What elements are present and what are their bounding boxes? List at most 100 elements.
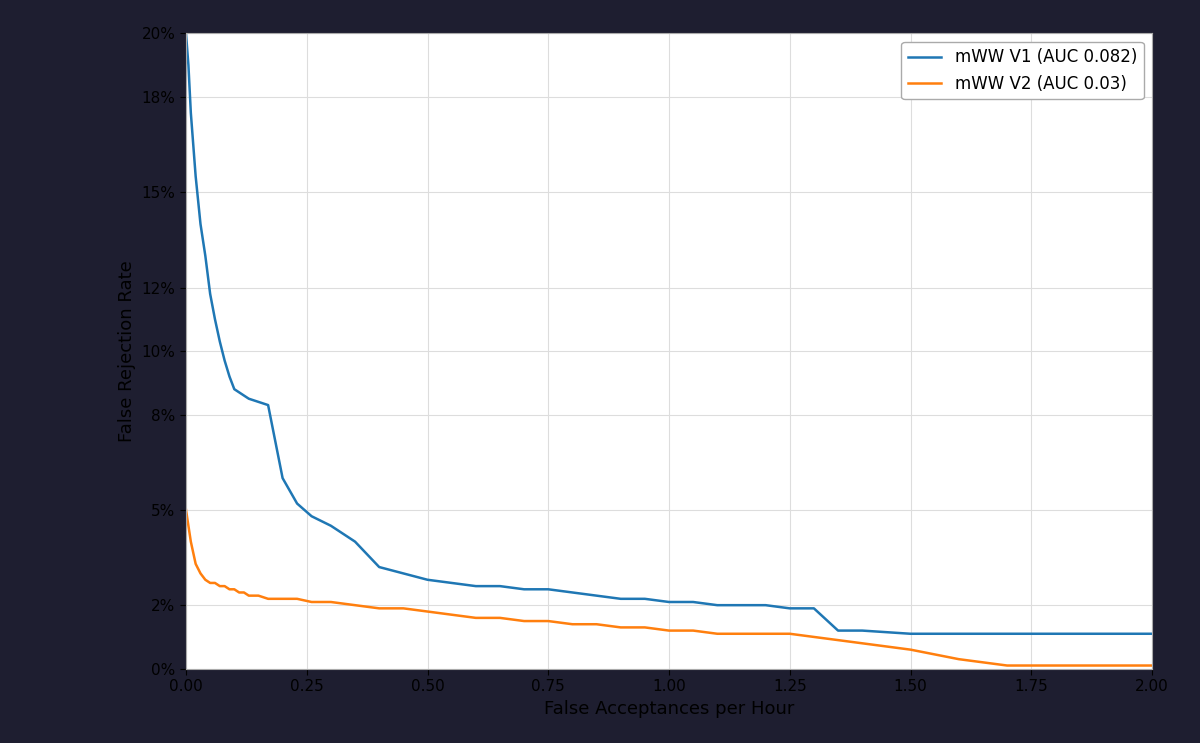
mWW V1 (AUC 0.082) <box>232 388 246 397</box>
mWW V2 (AUC 0.03) <box>184 537 198 546</box>
X-axis label: False Acceptances per Hour: False Acceptances per Hour <box>544 700 794 718</box>
mWW V1 (AUC 0.082) <box>236 391 251 400</box>
mWW V1 (AUC 0.082) <box>181 61 196 70</box>
mWW V1 (AUC 0.082) <box>1145 629 1159 638</box>
mWW V2 (AUC 0.03) <box>222 585 236 594</box>
mWW V2 (AUC 0.03) <box>179 505 193 514</box>
mWW V2 (AUC 0.03) <box>952 655 966 663</box>
mWW V1 (AUC 0.082) <box>493 582 508 591</box>
mWW V2 (AUC 0.03) <box>420 607 434 616</box>
mWW V2 (AUC 0.03) <box>396 604 410 613</box>
mWW V2 (AUC 0.03) <box>241 591 256 600</box>
mWW V1 (AUC 0.082) <box>198 251 212 260</box>
mWW V2 (AUC 0.03) <box>806 632 821 641</box>
mWW V1 (AUC 0.082) <box>179 29 193 38</box>
Line: mWW V2 (AUC 0.03): mWW V2 (AUC 0.03) <box>186 510 1152 666</box>
mWW V1 (AUC 0.082) <box>468 582 482 591</box>
mWW V2 (AUC 0.03) <box>203 579 217 588</box>
mWW V1 (AUC 0.082) <box>1049 629 1063 638</box>
mWW V1 (AUC 0.082) <box>348 537 362 546</box>
mWW V1 (AUC 0.082) <box>565 588 580 597</box>
mWW V2 (AUC 0.03) <box>348 600 362 609</box>
mWW V1 (AUC 0.082) <box>227 385 241 394</box>
mWW V2 (AUC 0.03) <box>227 585 241 594</box>
Line: mWW V1 (AUC 0.082): mWW V1 (AUC 0.082) <box>186 33 1152 634</box>
mWW V1 (AUC 0.082) <box>734 600 749 609</box>
mWW V1 (AUC 0.082) <box>222 372 236 381</box>
mWW V2 (AUC 0.03) <box>565 620 580 629</box>
mWW V1 (AUC 0.082) <box>208 315 222 324</box>
mWW V1 (AUC 0.082) <box>372 562 386 571</box>
mWW V1 (AUC 0.082) <box>854 626 869 635</box>
mWW V2 (AUC 0.03) <box>976 658 990 666</box>
mWW V1 (AUC 0.082) <box>758 600 773 609</box>
mWW V2 (AUC 0.03) <box>1049 661 1063 670</box>
mWW V1 (AUC 0.082) <box>782 604 797 613</box>
mWW V2 (AUC 0.03) <box>232 588 246 597</box>
mWW V1 (AUC 0.082) <box>686 597 701 606</box>
mWW V2 (AUC 0.03) <box>782 629 797 638</box>
mWW V1 (AUC 0.082) <box>1000 629 1014 638</box>
mWW V2 (AUC 0.03) <box>1097 661 1111 670</box>
Legend: mWW V1 (AUC 0.082), mWW V2 (AUC 0.03): mWW V1 (AUC 0.082), mWW V2 (AUC 0.03) <box>901 42 1144 100</box>
mWW V2 (AUC 0.03) <box>541 617 556 626</box>
mWW V1 (AUC 0.082) <box>305 512 319 521</box>
mWW V2 (AUC 0.03) <box>468 614 482 623</box>
mWW V1 (AUC 0.082) <box>830 626 845 635</box>
mWW V1 (AUC 0.082) <box>184 108 198 117</box>
mWW V1 (AUC 0.082) <box>710 600 725 609</box>
mWW V1 (AUC 0.082) <box>203 290 217 299</box>
mWW V1 (AUC 0.082) <box>324 522 338 531</box>
mWW V2 (AUC 0.03) <box>758 629 773 638</box>
mWW V2 (AUC 0.03) <box>710 629 725 638</box>
mWW V1 (AUC 0.082) <box>188 172 203 181</box>
mWW V2 (AUC 0.03) <box>236 588 251 597</box>
mWW V2 (AUC 0.03) <box>517 617 532 626</box>
mWW V1 (AUC 0.082) <box>444 579 458 588</box>
mWW V2 (AUC 0.03) <box>212 582 227 591</box>
mWW V2 (AUC 0.03) <box>260 594 275 603</box>
mWW V1 (AUC 0.082) <box>396 569 410 578</box>
mWW V1 (AUC 0.082) <box>193 220 208 229</box>
mWW V2 (AUC 0.03) <box>217 582 232 591</box>
mWW V2 (AUC 0.03) <box>662 626 677 635</box>
Y-axis label: False Rejection Rate: False Rejection Rate <box>118 260 136 442</box>
mWW V2 (AUC 0.03) <box>188 559 203 568</box>
mWW V1 (AUC 0.082) <box>806 604 821 613</box>
mWW V2 (AUC 0.03) <box>372 604 386 613</box>
mWW V1 (AUC 0.082) <box>904 629 918 638</box>
mWW V2 (AUC 0.03) <box>305 597 319 606</box>
mWW V1 (AUC 0.082) <box>589 591 604 600</box>
mWW V1 (AUC 0.082) <box>241 395 256 403</box>
mWW V2 (AUC 0.03) <box>290 594 305 603</box>
mWW V2 (AUC 0.03) <box>208 579 222 588</box>
mWW V1 (AUC 0.082) <box>662 597 677 606</box>
mWW V1 (AUC 0.082) <box>517 585 532 594</box>
mWW V1 (AUC 0.082) <box>613 594 628 603</box>
mWW V2 (AUC 0.03) <box>613 623 628 632</box>
mWW V2 (AUC 0.03) <box>181 522 196 531</box>
mWW V1 (AUC 0.082) <box>952 629 966 638</box>
mWW V2 (AUC 0.03) <box>444 610 458 619</box>
mWW V1 (AUC 0.082) <box>217 356 232 365</box>
mWW V2 (AUC 0.03) <box>589 620 604 629</box>
mWW V2 (AUC 0.03) <box>324 597 338 606</box>
mWW V2 (AUC 0.03) <box>1000 661 1014 670</box>
mWW V2 (AUC 0.03) <box>904 645 918 654</box>
mWW V2 (AUC 0.03) <box>734 629 749 638</box>
mWW V2 (AUC 0.03) <box>686 626 701 635</box>
mWW V2 (AUC 0.03) <box>637 623 652 632</box>
mWW V1 (AUC 0.082) <box>251 398 265 406</box>
mWW V1 (AUC 0.082) <box>637 594 652 603</box>
mWW V2 (AUC 0.03) <box>493 614 508 623</box>
mWW V1 (AUC 0.082) <box>420 575 434 584</box>
mWW V1 (AUC 0.082) <box>290 499 305 508</box>
mWW V2 (AUC 0.03) <box>276 594 290 603</box>
mWW V2 (AUC 0.03) <box>1024 661 1038 670</box>
mWW V2 (AUC 0.03) <box>251 591 265 600</box>
mWW V1 (AUC 0.082) <box>260 400 275 409</box>
mWW V1 (AUC 0.082) <box>212 337 227 346</box>
mWW V1 (AUC 0.082) <box>276 474 290 483</box>
mWW V1 (AUC 0.082) <box>541 585 556 594</box>
mWW V2 (AUC 0.03) <box>198 575 212 584</box>
